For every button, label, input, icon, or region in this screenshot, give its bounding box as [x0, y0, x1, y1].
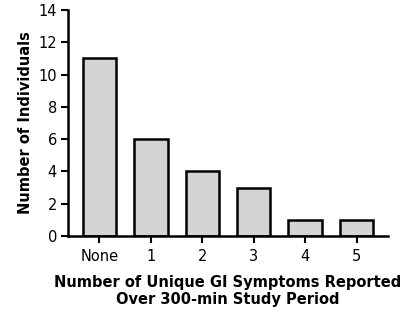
X-axis label: Number of Unique GI Symptoms Reported
Over 300-min Study Period: Number of Unique GI Symptoms Reported Ov…: [54, 275, 400, 307]
Bar: [134, 139, 168, 236]
Bar: [340, 220, 374, 236]
Y-axis label: Number of Individuals: Number of Individuals: [18, 31, 33, 215]
Bar: [82, 58, 116, 236]
Bar: [288, 220, 322, 236]
Bar: [186, 172, 219, 236]
Bar: [237, 188, 270, 236]
